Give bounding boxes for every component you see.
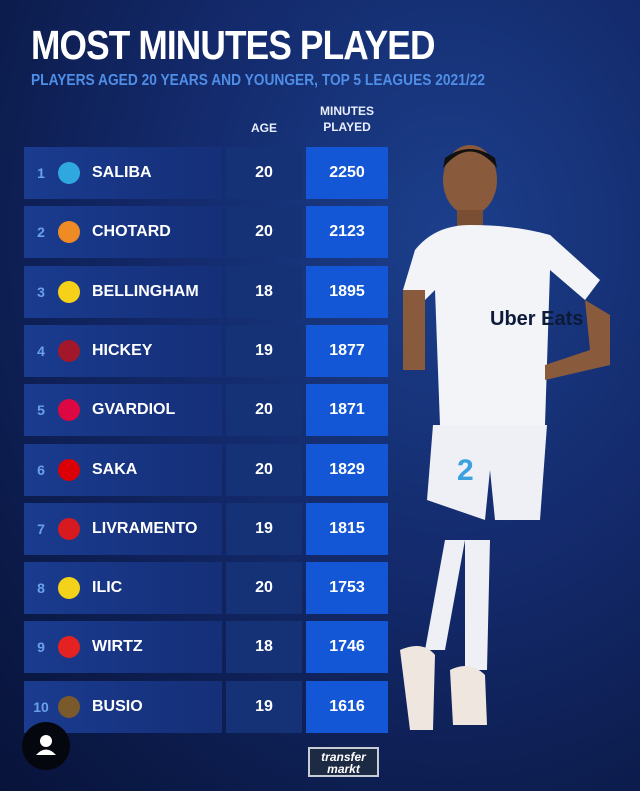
player-name: BELLINGHAM [92,282,199,300]
player-name: WIRTZ [92,638,143,656]
name-cell: 6 SAKA [24,443,222,496]
minutes-cell: 1746 [306,621,388,674]
table-row: 7 LIVRAMENTO 19 1815 [24,502,388,555]
player-name: CHOTARD [92,223,171,241]
rank: 10 [33,698,49,715]
rank: 4 [37,342,45,359]
player-name: LIVRAMENTO [92,519,198,537]
rank: 5 [37,402,45,419]
rank: 8 [37,580,45,597]
table-row: 9 WIRTZ 18 1746 [24,621,388,674]
name-cell: 9 WIRTZ [24,621,222,674]
name-cell: 8 ILIC [24,562,222,615]
name-cell: 5 GVARDIOL [24,384,222,437]
minutes-cell: 2250 [306,147,388,199]
minutes-cell: 1829 [306,443,388,496]
rank: 1 [37,165,45,181]
club-crest-icon [58,636,80,659]
avatar[interactable] [22,722,70,770]
age-cell: 19 [226,680,302,733]
page-title: MOST MINUTES PLAYED [31,22,435,68]
player-name: BUSIO [92,697,143,715]
jersey-sponsor: Uber Eats [490,308,583,330]
rank: 7 [37,520,45,537]
minutes-cell: 1877 [306,324,388,377]
age-cell: 20 [226,147,302,199]
minutes-cell: 1753 [306,562,388,615]
table-row: 8 ILIC 20 1753 [24,562,388,615]
table-row: 4 HICKEY 19 1877 [24,324,388,377]
header-line: PLAYED [323,120,371,134]
rank: 6 [37,461,45,478]
player-name: GVARDIOL [92,401,176,419]
svg-text:2: 2 [457,454,474,487]
name-cell: 3 BELLINGHAM [24,265,222,318]
user-icon [36,735,56,755]
table-row: 5 GVARDIOL 20 1871 [24,384,388,437]
club-crest-icon [58,577,80,600]
age-cell: 20 [226,384,302,437]
column-header-minutes: MINUTES PLAYED [306,103,388,135]
age-cell: 19 [226,502,302,555]
minutes-cell: 2123 [306,206,388,259]
table-row: 10 BUSIO 19 1616 [24,680,388,733]
name-cell: 2 CHOTARD [24,206,222,259]
club-crest-icon [58,458,80,481]
rank: 3 [37,283,45,300]
club-crest-icon [58,280,80,303]
column-header-age: AGE [250,121,277,135]
rank: 2 [37,224,45,241]
player-name: SALIBA [92,164,152,181]
age-cell: 18 [226,265,302,318]
minutes-cell: 1895 [306,265,388,318]
minutes-cell: 1815 [306,502,388,555]
transfermarkt-logo: transfer markt [308,747,379,777]
age-cell: 18 [226,621,302,674]
club-crest-icon [58,695,80,718]
minutes-cell: 1871 [306,384,388,437]
club-crest-icon [58,162,80,184]
player-name: HICKEY [92,341,153,359]
table-row: 6 SAKA 20 1829 [24,443,388,496]
age-cell: 20 [226,562,302,615]
table-row: 2 CHOTARD 20 2123 [24,206,388,259]
logo-line: transfer [321,750,366,764]
player-name: SAKA [92,460,138,478]
age-cell: 20 [226,443,302,496]
club-crest-icon [58,339,80,362]
name-cell: 7 LIVRAMENTO [24,502,222,555]
name-cell: 4 HICKEY [24,324,222,377]
player-photo: Uber Eats 2 [400,145,610,730]
table-row: 1 SALIBA 20 2250 [24,147,388,199]
header-line: MINUTES [320,104,374,118]
rank: 9 [37,639,45,656]
club-crest-icon [58,221,80,244]
minutes-cell: 1616 [306,680,388,733]
age-cell: 20 [226,206,302,259]
club-crest-icon [58,517,80,540]
logo-line: markt [327,762,360,776]
table-row: 3 BELLINGHAM 18 1895 [24,265,388,318]
club-crest-icon [58,399,80,422]
player-name: ILIC [92,579,123,597]
name-cell: 1 SALIBA [24,147,222,199]
age-cell: 19 [226,324,302,377]
page-subtitle: PLAYERS AGED 20 YEARS AND YOUNGER, TOP 5… [31,72,485,89]
